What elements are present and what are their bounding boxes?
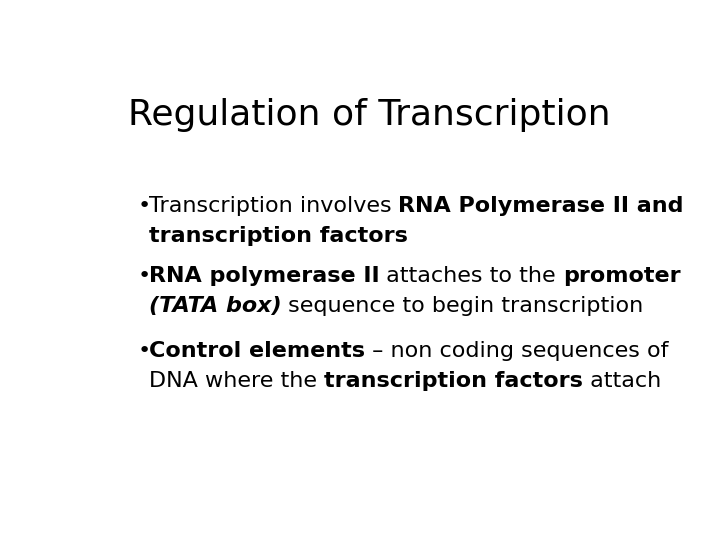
Text: attach: attach — [582, 371, 661, 392]
Text: •: • — [138, 341, 150, 361]
Text: attaches to the: attaches to the — [379, 266, 563, 286]
Text: RNA polymerase II: RNA polymerase II — [148, 266, 379, 286]
Text: DNA where the: DNA where the — [148, 371, 324, 392]
Text: Control elements: Control elements — [148, 341, 364, 361]
Text: •: • — [138, 196, 150, 216]
Text: •: • — [138, 266, 150, 286]
Text: RNA Polymerase II and: RNA Polymerase II and — [398, 196, 684, 216]
Text: (TATA box): (TATA box) — [148, 296, 282, 316]
Text: – non coding sequences of: – non coding sequences of — [364, 341, 668, 361]
Text: transcription factors: transcription factors — [324, 371, 582, 392]
Text: Transcription involves: Transcription involves — [148, 196, 398, 216]
Text: sequence to begin transcription: sequence to begin transcription — [282, 296, 644, 316]
Text: transcription factors: transcription factors — [148, 226, 408, 246]
Text: promoter: promoter — [563, 266, 680, 286]
Text: Regulation of Transcription: Regulation of Transcription — [127, 98, 611, 132]
